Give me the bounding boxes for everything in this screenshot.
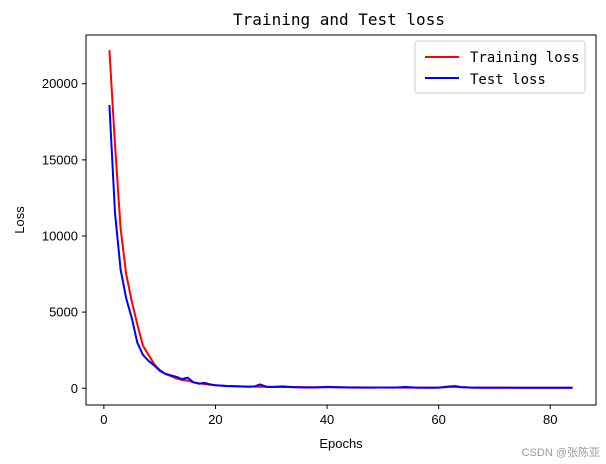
legend-label-training: Training loss xyxy=(470,50,580,66)
y-tick-label: 5000 xyxy=(49,305,78,320)
x-axis-label: Epochs xyxy=(319,436,363,451)
axis-ticks: 0 20 40 60 80 0 5000 10000 15000 20000 xyxy=(42,76,558,427)
plot-area xyxy=(85,34,597,406)
legend-label-test: Test loss xyxy=(470,72,546,88)
y-tick-label: 10000 xyxy=(42,228,78,243)
x-tick-label: 60 xyxy=(431,412,445,427)
watermark: CSDN @张陈亚 xyxy=(521,447,600,459)
y-tick-label: 20000 xyxy=(42,76,78,91)
training-loss-line xyxy=(108,50,573,389)
y-tick-label: 0 xyxy=(71,381,78,396)
x-tick-label: 0 xyxy=(100,412,107,427)
test-loss-line xyxy=(108,104,573,389)
chart-title: Training and Test loss xyxy=(233,10,445,29)
x-tick-label: 80 xyxy=(543,412,557,427)
x-tick-label: 40 xyxy=(320,412,334,427)
legend-box xyxy=(414,40,586,94)
x-tick-label: 20 xyxy=(208,412,222,427)
y-axis-label: Loss xyxy=(12,206,27,234)
y-tick-label: 15000 xyxy=(42,152,78,167)
legend: Training loss Test loss xyxy=(414,40,586,94)
series-lines xyxy=(108,50,573,389)
